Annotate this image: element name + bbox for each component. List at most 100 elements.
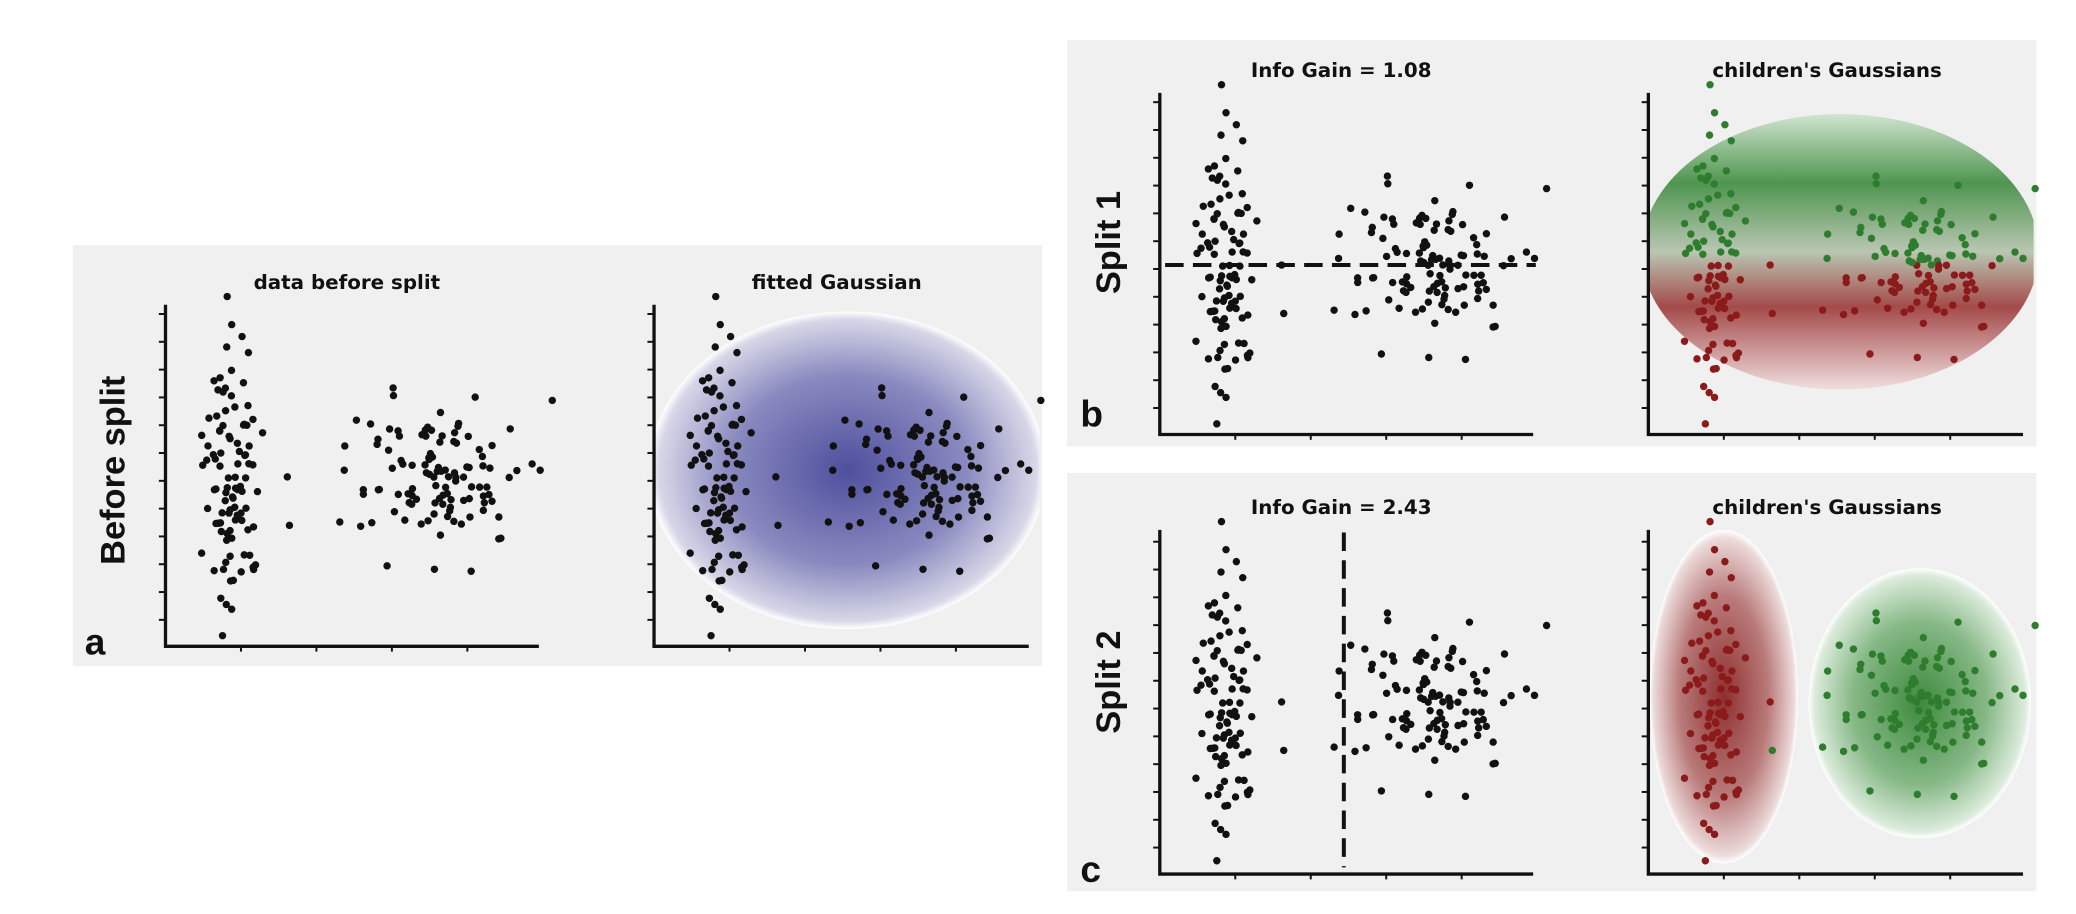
row-label: Split 2 [1090, 630, 1128, 733]
point [967, 462, 976, 470]
point [1444, 742, 1452, 751]
point [1240, 339, 1248, 348]
point [738, 523, 746, 531]
plot-title: fitted Gaussian [752, 271, 922, 294]
point [1924, 708, 1933, 717]
point [243, 421, 251, 429]
point [1216, 195, 1224, 203]
point [1720, 304, 1729, 313]
point [1728, 667, 1736, 675]
point [447, 495, 455, 504]
point [1210, 162, 1219, 170]
point [1940, 308, 1948, 316]
point [1193, 686, 1201, 694]
point [1465, 181, 1474, 189]
point [707, 421, 716, 430]
point [693, 414, 702, 422]
point [1693, 274, 1701, 282]
point [1236, 676, 1244, 684]
point [249, 415, 257, 424]
axis [1158, 529, 1534, 876]
point [1697, 307, 1705, 316]
point [1963, 287, 1971, 295]
point [226, 506, 234, 514]
point [1216, 632, 1224, 640]
point [1835, 204, 1843, 213]
point [1217, 131, 1225, 139]
point [1954, 618, 1962, 626]
point [1714, 304, 1723, 312]
point [445, 507, 454, 515]
point [995, 425, 1003, 433]
point [712, 292, 720, 301]
point [238, 487, 246, 496]
point [1228, 248, 1236, 256]
point [1919, 633, 1928, 642]
point [1199, 202, 1207, 210]
point [720, 516, 728, 524]
point [1722, 604, 1731, 612]
point [356, 522, 365, 531]
point [1705, 825, 1713, 834]
point [1362, 744, 1370, 752]
point [210, 377, 218, 385]
point [733, 460, 742, 468]
point [211, 455, 219, 463]
point [1465, 618, 1474, 626]
point [1842, 278, 1850, 287]
point [1462, 271, 1470, 279]
point [1693, 602, 1701, 610]
point [1204, 792, 1213, 800]
point [1197, 681, 1205, 689]
point [457, 520, 466, 528]
point [495, 535, 503, 543]
point [1857, 223, 1865, 232]
point [1895, 720, 1903, 729]
point [1448, 210, 1456, 219]
point [726, 487, 735, 496]
point [203, 456, 211, 464]
point [1198, 729, 1206, 738]
point [1214, 353, 1222, 362]
point [389, 384, 397, 392]
point [479, 492, 488, 500]
point [1226, 304, 1234, 312]
point [1736, 276, 1745, 284]
point [359, 490, 368, 499]
point [245, 460, 253, 468]
point [478, 452, 487, 461]
point [1866, 787, 1874, 795]
point [384, 446, 393, 454]
point [1470, 271, 1478, 279]
point [428, 453, 437, 461]
point [1461, 355, 1470, 364]
point [716, 605, 724, 613]
point [1949, 738, 1957, 746]
point [879, 507, 887, 516]
point [221, 496, 229, 505]
point [199, 461, 207, 469]
point [713, 474, 721, 482]
point [1727, 137, 1735, 145]
point [1935, 664, 1944, 672]
point [1215, 285, 1224, 293]
point [710, 407, 718, 415]
point [528, 460, 536, 468]
point [1232, 121, 1241, 129]
point [883, 490, 891, 499]
point [917, 453, 925, 461]
point [506, 425, 514, 433]
point [1705, 713, 1713, 722]
point [824, 518, 833, 526]
point [1839, 747, 1848, 756]
point [1403, 273, 1411, 281]
point [1384, 180, 1392, 188]
point [1950, 355, 1958, 364]
point [714, 526, 723, 535]
point [1211, 382, 1219, 391]
point [1714, 261, 1722, 270]
point [336, 518, 344, 526]
point [432, 481, 440, 490]
point [1418, 648, 1426, 657]
point [1839, 310, 1848, 319]
